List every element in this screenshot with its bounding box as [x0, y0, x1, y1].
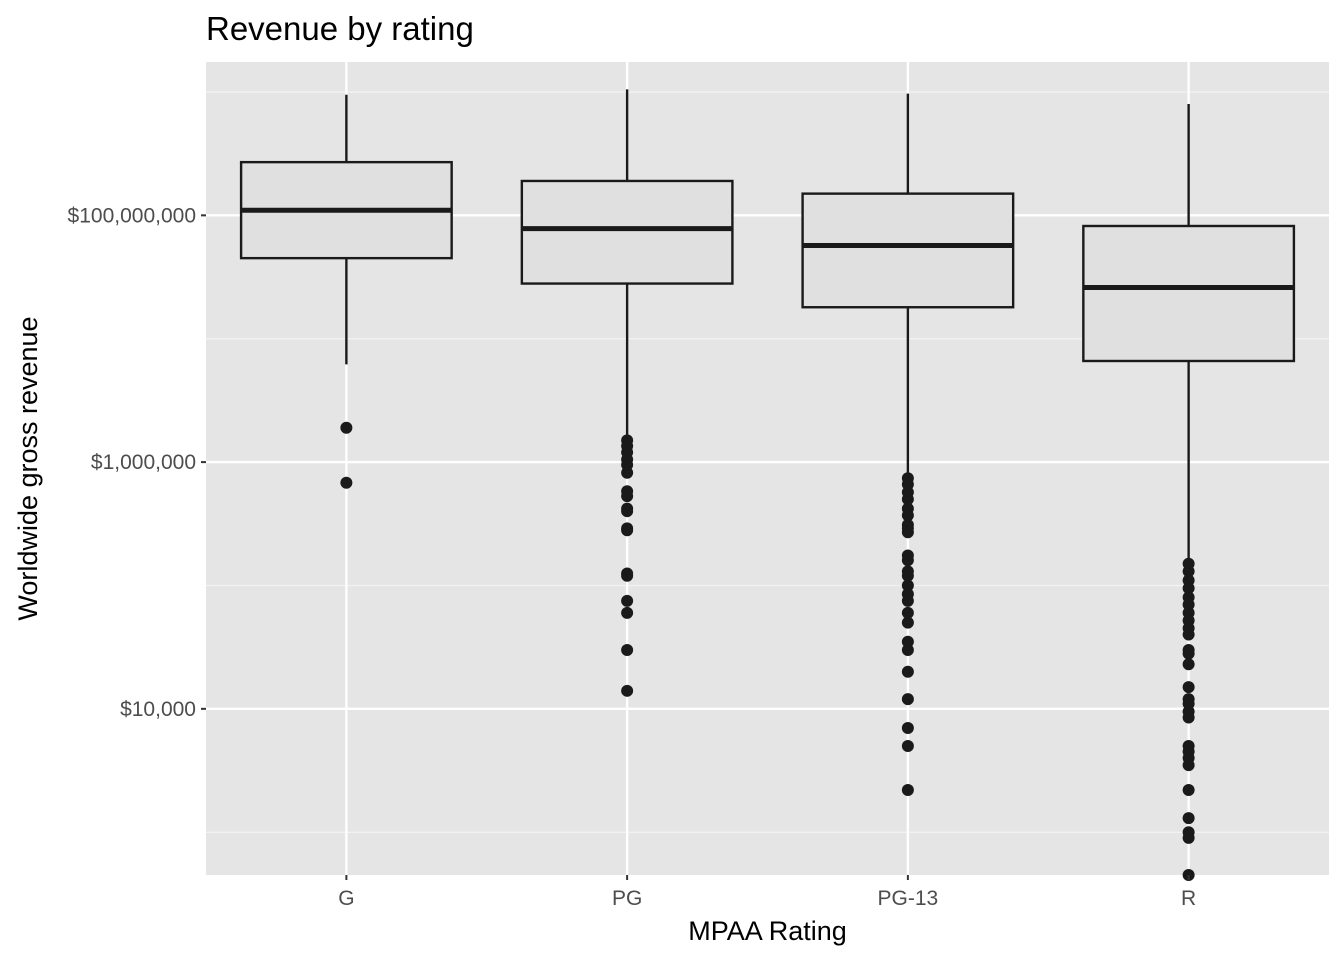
outlier-point [621, 643, 634, 656]
chart-title: Revenue by rating [206, 10, 474, 47]
outlier-point [901, 569, 914, 582]
box-series [239, 89, 1296, 881]
outlier-point [1182, 647, 1195, 660]
iqr-box [801, 192, 1015, 309]
outlier-point [901, 526, 914, 539]
outlier-point [1182, 812, 1195, 825]
outlier-point [901, 616, 914, 629]
box-pg-13 [801, 93, 1015, 796]
y-axis-title: Worldwide gross revenue [13, 316, 43, 620]
outlier-point [621, 684, 634, 697]
outlier-point [340, 476, 353, 489]
outlier-point [1182, 582, 1195, 595]
y-tick-label: $1,000,000 [91, 451, 196, 474]
box-pg [520, 89, 734, 697]
outlier-point [901, 606, 914, 619]
outlier-point [901, 739, 914, 752]
outlier-point [621, 567, 634, 580]
outlier-point [901, 635, 914, 648]
outlier-point [901, 509, 914, 522]
outlier-point [621, 524, 634, 537]
outlier-point [901, 783, 914, 796]
outlier-point [1182, 628, 1195, 641]
outlier-point [621, 505, 634, 518]
outlier-point [1182, 598, 1195, 611]
outlier-point [621, 490, 634, 503]
outlier-point [621, 606, 634, 619]
x-axis: G PG PG-13 R [338, 875, 1196, 910]
outlier-point [1182, 681, 1195, 694]
outlier-point [621, 594, 634, 607]
outlier-point [1182, 831, 1195, 844]
outlier-point [901, 721, 914, 734]
box-r [1082, 103, 1296, 881]
x-tick-label: PG-13 [878, 887, 939, 910]
outlier-point [901, 693, 914, 706]
y-tick-label: $10,000 [120, 698, 196, 721]
outlier-point [340, 421, 353, 434]
x-tick-label: R [1181, 887, 1196, 910]
outlier-point [1182, 783, 1195, 796]
outlier-point [901, 643, 914, 656]
box-g [239, 94, 453, 489]
outlier-point [1182, 565, 1195, 578]
y-axis: $10,000 $1,000,000 $100,000,000 [68, 204, 206, 721]
outlier-point [901, 554, 914, 567]
outlier-point [901, 594, 914, 607]
x-axis-title: MPAA Rating [688, 916, 847, 946]
x-tick-label: G [338, 887, 354, 910]
outlier-point [1182, 759, 1195, 772]
outlier-point [901, 493, 914, 506]
outlier-point [621, 466, 634, 479]
outlier-point [1182, 711, 1195, 724]
outlier-point [1182, 658, 1195, 671]
outlier-point [901, 579, 914, 592]
y-tick-label: $100,000,000 [68, 204, 196, 227]
iqr-box [1082, 224, 1296, 363]
iqr-box [520, 179, 734, 285]
outlier-point [901, 665, 914, 678]
x-tick-label: PG [612, 887, 642, 910]
